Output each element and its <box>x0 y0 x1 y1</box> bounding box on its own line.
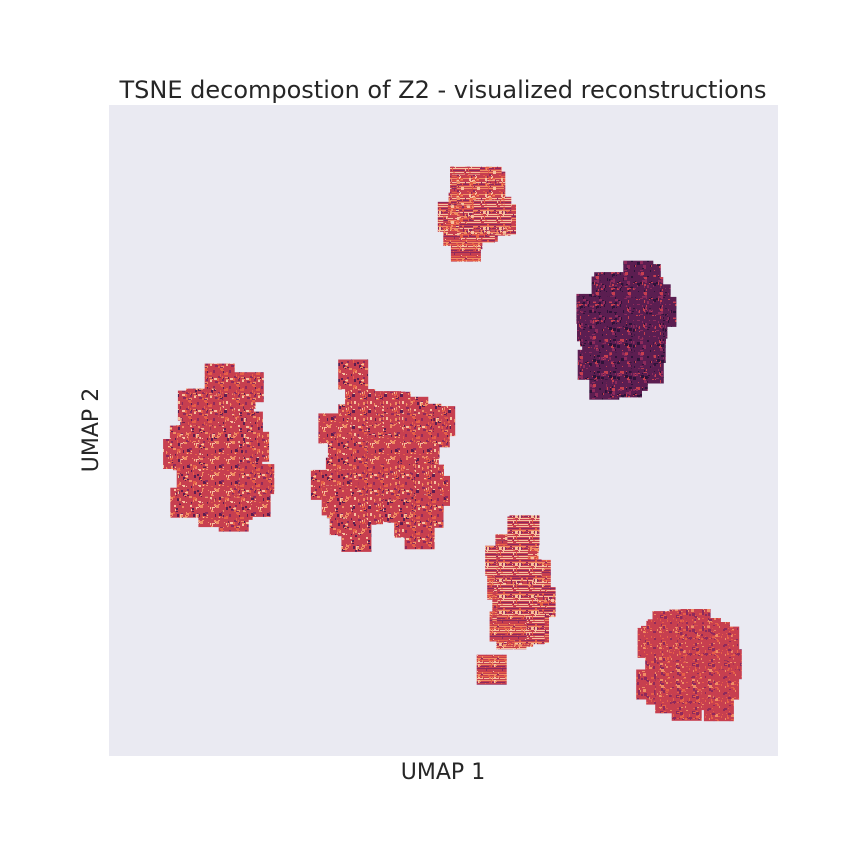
chart-title: TSNE decompostion of Z2 - visualized rec… <box>118 76 766 104</box>
thumbnail-point <box>594 296 625 327</box>
thumbnail-point <box>685 636 716 667</box>
thumbnail-point <box>233 372 264 403</box>
thumbnail-point <box>403 412 434 443</box>
thumbnail-point <box>404 519 435 550</box>
thumbnail-point <box>647 619 678 650</box>
thumbnail-point <box>338 359 369 390</box>
thumbnail-point <box>476 654 507 685</box>
thumbnail-point <box>709 669 740 700</box>
thumbnail-point <box>345 389 376 419</box>
thumbnail-point <box>367 434 398 465</box>
thumbnail-point <box>496 610 527 641</box>
thumbnail-point <box>497 545 528 576</box>
thumbnail-point <box>326 488 357 519</box>
thumbnail-point <box>414 464 444 495</box>
thumbnail-point <box>187 395 218 426</box>
y-axis-label: UMAP 2 <box>79 388 104 472</box>
thumbnail-point <box>604 322 635 353</box>
thumbnail-point <box>208 441 239 471</box>
thumbnail-point <box>507 516 538 547</box>
thumbnail-point <box>497 584 528 615</box>
thumbnail-markers <box>163 166 742 722</box>
thumbnail-point <box>671 690 702 721</box>
thumbnail-point <box>456 174 487 205</box>
thumbnail-point <box>473 200 504 231</box>
x-axis-label: UMAP 1 <box>401 760 485 785</box>
thumbnail-point <box>328 439 359 470</box>
thumbnail-point <box>353 494 383 525</box>
thumbnail-point <box>658 661 689 692</box>
